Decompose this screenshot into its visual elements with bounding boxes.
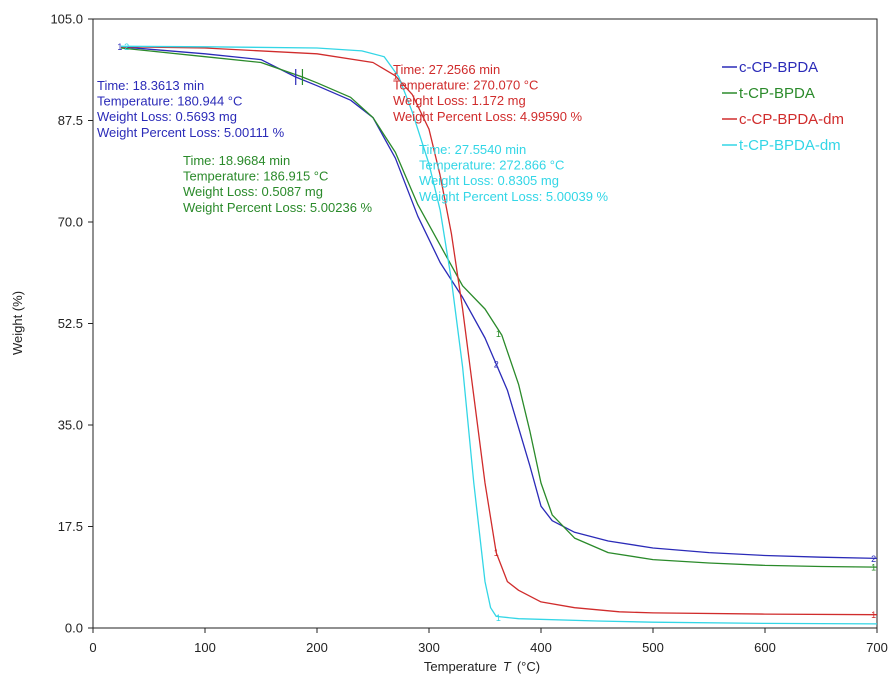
x-axis-title-unit: (°C) <box>517 659 540 674</box>
series-line-c-cp-bpda <box>120 46 878 560</box>
annotation-t-cp-bpda-dm-line: Temperature: 272.866 °C <box>419 158 564 173</box>
series-marker: 1 <box>494 548 499 558</box>
x-tick-label: 700 <box>866 640 888 655</box>
series-line-c-cp-bpda-dm <box>120 46 878 616</box>
series-marker: 2 <box>871 554 876 564</box>
x-tick-label: 300 <box>418 640 440 655</box>
annotation-c-cp-bpda-dm-line: Weight Percent Loss: 4.99590 % <box>393 109 583 124</box>
x-axis-title-symbol: T <box>503 659 512 674</box>
series-marker: 1 <box>871 563 876 573</box>
y-tick-label: 70.0 <box>58 215 83 230</box>
x-tick-label: 200 <box>306 640 328 655</box>
annotation-t-cp-bpda-dm-line: Weight Percent Loss: 5.00039 % <box>419 189 609 204</box>
annotation-t-cp-bpda-line: Temperature: 186.915 °C <box>183 169 328 184</box>
legend: c-CP-BPDA t-CP-BPDA c-CP-BPDA-dm t-CP-BPDA-… <box>722 59 844 154</box>
x-tick-label: 600 <box>754 640 776 655</box>
x-axis-title: Temperature T (°C) <box>424 659 540 674</box>
legend-label-c-cp-bpda: c-CP-BPDA <box>739 59 818 76</box>
annotation-c-cp-bpda-dm-line: Weight Loss: 1.172 mg <box>393 93 526 108</box>
series-marker: 2 <box>124 42 129 52</box>
x-tick-label: 0 <box>89 640 96 655</box>
legend-label-t-cp-bpda: t-CP-BPDA <box>739 85 815 102</box>
annotation-c-cp-bpda-line: Time: 18.3613 min <box>97 78 204 93</box>
y-tick-label: 87.5 <box>58 113 83 128</box>
annotation-t-cp-bpda-dm-line: Time: 27.5540 min <box>419 142 526 157</box>
series-marker: 1 <box>393 71 398 81</box>
series-marker: 1 <box>117 42 122 52</box>
series-marker: 1 <box>496 613 501 623</box>
annotation-c-cp-bpda-line: Weight Loss: 0.5693 mg <box>97 109 237 124</box>
annotation-t-cp-bpda-line: Weight Loss: 0.5087 mg <box>183 184 323 199</box>
series-marker: 1 <box>871 610 876 620</box>
y-tick-label: 17.5 <box>58 519 83 534</box>
series-line-t-cp-bpda-dm <box>120 45 878 625</box>
annotation-t-cp-bpda-line: Time: 18.9684 min <box>183 153 290 168</box>
y-tick-label: 52.5 <box>58 316 83 331</box>
annotation-c-cp-bpda-dm-line: Time: 27.2566 min <box>393 62 500 77</box>
annotation-c-cp-bpda-dm-line: Temperature: 270.070 °C <box>393 78 538 93</box>
legend-label-t-cp-bpda-dm: t-CP-BPDA-dm <box>739 137 841 154</box>
annotation-c-cp-bpda-line: Weight Percent Loss: 5.00111 % <box>97 125 285 140</box>
annotation-t-cp-bpda-line: Weight Percent Loss: 5.00236 % <box>183 200 373 215</box>
y-tick-label: 0.0 <box>65 621 83 636</box>
legend-label-c-cp-bpda-dm: c-CP-BPDA-dm <box>739 111 844 128</box>
annotation-t-cp-bpda-dm-line: Weight Loss: 0.8305 mg <box>419 173 559 188</box>
series-marker: 2 <box>494 360 499 370</box>
x-axis-title-text: Temperature <box>424 659 497 674</box>
x-tick-label: 500 <box>642 640 664 655</box>
y-tick-label: 35.0 <box>58 418 83 433</box>
x-tick-label: 100 <box>194 640 216 655</box>
annotation-c-cp-bpda-line: Temperature: 180.944 °C <box>97 94 242 109</box>
series-marker: 1 <box>496 329 501 339</box>
y-tick-label: 105.0 <box>50 12 83 27</box>
y-axis-title: Weight (%) <box>10 291 25 355</box>
y-axis-ticks: 0.0 17.5 35.0 52.5 70.0 87.5 105.0 <box>50 12 93 636</box>
x-axis-ticks: 0 100 200 300 400 500 600 700 <box>89 628 888 655</box>
x-tick-label: 400 <box>530 640 552 655</box>
